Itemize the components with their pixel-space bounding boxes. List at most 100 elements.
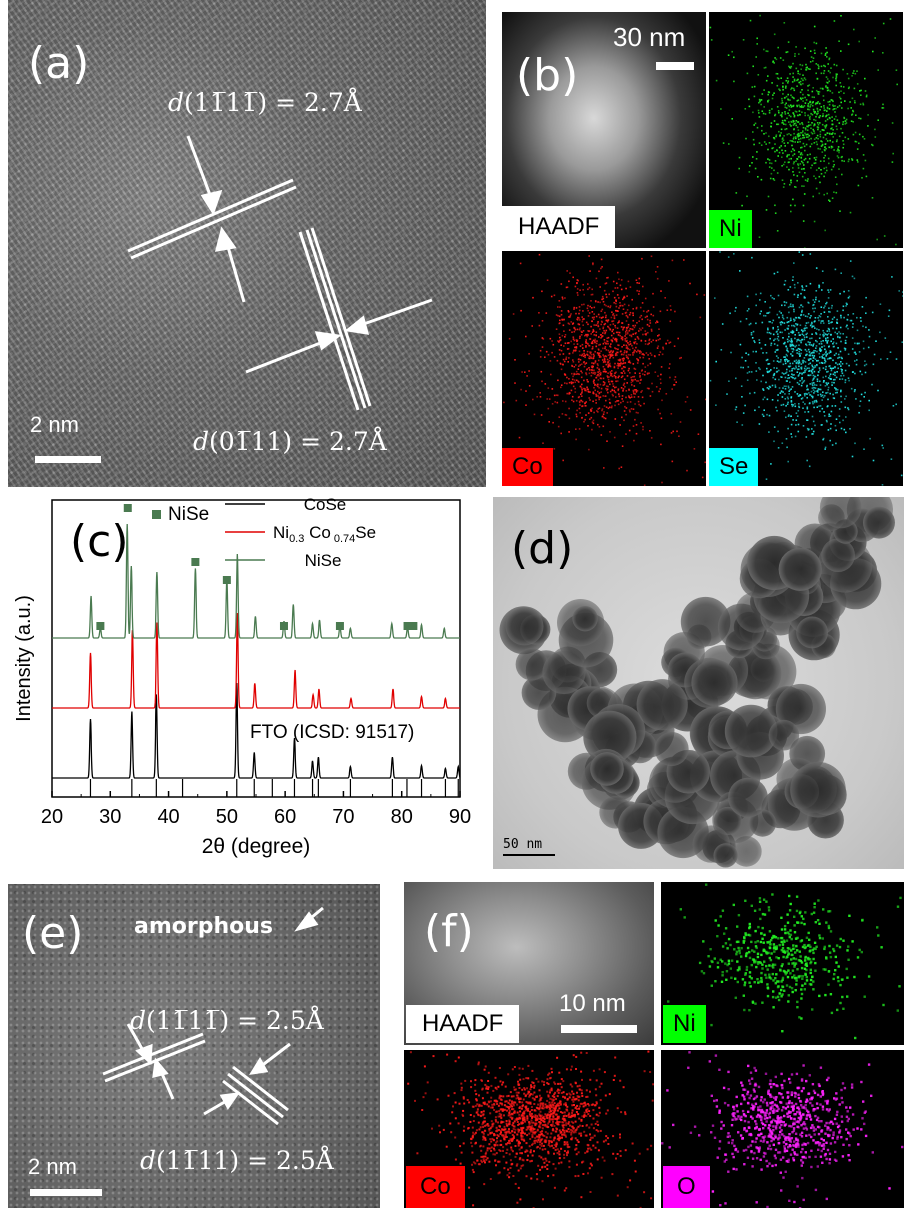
eds-signal-dot — [599, 354, 601, 357]
eds-signal-dot — [783, 989, 786, 992]
eds-signal-dot — [772, 943, 776, 946]
eds-signal-dot — [827, 327, 830, 330]
eds-signal-dot — [800, 368, 803, 370]
eds-signal-dot — [588, 391, 590, 393]
eds-signal-dot — [660, 417, 663, 420]
eds-signal-dot — [549, 1089, 552, 1092]
eds-signal-dot — [812, 307, 814, 310]
eds-signal-dot — [787, 341, 789, 343]
eds-signal-dot — [766, 987, 770, 990]
eds-signal-dot — [815, 399, 818, 402]
eds-signal-dot — [833, 381, 835, 384]
eds-signal-dot — [753, 981, 756, 984]
eds-signal-dot — [532, 1142, 535, 1145]
eds-signal-dot — [835, 140, 838, 143]
eds-signal-dot — [721, 323, 724, 325]
eds-signal-dot — [504, 1100, 507, 1103]
eds-signal-dot — [614, 391, 617, 394]
eds-signal-dot — [534, 1137, 537, 1139]
eds-signal-dot — [742, 994, 745, 997]
eds-signal-dot — [527, 1107, 530, 1110]
eds-signal-dot — [830, 127, 832, 130]
eds-signal-dot — [830, 369, 833, 372]
eds-signal-dot — [625, 329, 628, 331]
eds-signal-dot — [579, 359, 582, 361]
eds-signal-dot — [781, 316, 784, 319]
eds-signal-dot — [593, 369, 595, 372]
eds-signal-dot — [494, 1144, 497, 1147]
eds-signal-dot — [560, 368, 563, 371]
eds-signal-dot — [796, 179, 798, 182]
eds-signal-dot — [705, 398, 706, 401]
eds-signal-dot — [823, 353, 826, 355]
eds-signal-dot — [785, 345, 787, 348]
eds-signal-dot — [810, 315, 812, 317]
eds-signal-dot — [807, 388, 809, 390]
eds-signal-dot — [546, 1126, 549, 1129]
eds-signal-dot — [611, 351, 614, 354]
eds-signal-dot — [741, 396, 743, 398]
x-tick-label: 30 — [99, 806, 121, 828]
eds-signal-dot — [558, 341, 560, 343]
eds-signal-dot — [833, 371, 836, 374]
eds-signal-dot — [595, 342, 598, 345]
eds-signal-dot — [825, 47, 827, 49]
eds-signal-dot — [782, 86, 784, 89]
eds-signal-dot — [785, 971, 788, 974]
eds-signal-dot — [820, 106, 823, 108]
eds-signal-dot — [473, 1133, 476, 1136]
eds-signal-dot — [646, 315, 648, 318]
eds-signal-dot — [742, 366, 744, 369]
eds-signal-dot — [765, 381, 767, 384]
eds-signal-dot — [580, 330, 583, 333]
eds-signal-dot — [484, 1065, 487, 1068]
eds-signal-dot — [588, 255, 590, 257]
eds-signal-dot — [542, 1134, 544, 1137]
eds-signal-dot — [615, 352, 617, 355]
eds-signal-dot — [590, 1148, 593, 1151]
eds-signal-dot — [801, 123, 804, 126]
eds-signal-dot — [734, 408, 737, 411]
eds-signal-dot — [760, 380, 762, 383]
eds-signal-dot — [829, 117, 831, 120]
eds-signal-dot — [585, 339, 587, 341]
eds-signal-dot — [575, 415, 578, 418]
eds-signal-dot — [625, 331, 627, 333]
eds-signal-dot — [788, 390, 790, 392]
eds-signal-dot — [578, 365, 580, 367]
eds-signal-dot — [497, 1085, 500, 1088]
eds-signal-dot — [799, 80, 802, 83]
eds-signal-dot — [847, 160, 850, 163]
eds-signal-dot — [754, 941, 757, 944]
eds-signal-dot — [474, 1162, 477, 1165]
eds-signal-dot — [622, 366, 625, 368]
eds-signal-dot — [637, 396, 640, 398]
eds-signal-dot — [615, 340, 618, 343]
eds-signal-dot — [525, 1142, 528, 1145]
eds-signal-dot — [607, 319, 610, 321]
eds-signal-dot — [626, 375, 629, 377]
eds-signal-dot — [557, 1162, 560, 1165]
eds-signal-dot — [601, 408, 604, 410]
eds-signal-dot — [759, 100, 761, 103]
eds-signal-dot — [499, 1102, 502, 1105]
eds-signal-dot — [784, 360, 787, 362]
eds-signal-dot — [593, 355, 595, 357]
eds-signal-dot — [818, 285, 821, 287]
eds-signal-dot — [856, 316, 858, 319]
eds-signal-dot — [774, 204, 776, 207]
eds-signal-dot — [792, 105, 795, 108]
eds-signal-dot — [577, 396, 580, 399]
eds-signal-dot — [792, 304, 794, 306]
eds-signal-dot — [871, 311, 874, 314]
eds-signal-dot — [605, 319, 608, 322]
eds-signal-dot — [801, 372, 803, 375]
eds-signal-dot — [835, 944, 839, 947]
eds-signal-dot — [891, 161, 894, 163]
eds-signal-dot — [621, 322, 623, 324]
nanoparticle — [796, 616, 828, 649]
eds-signal-dot — [622, 400, 624, 403]
eds-signal-dot — [770, 939, 773, 942]
eds-signal-dot — [490, 1146, 493, 1149]
eds-signal-dot — [558, 416, 561, 418]
